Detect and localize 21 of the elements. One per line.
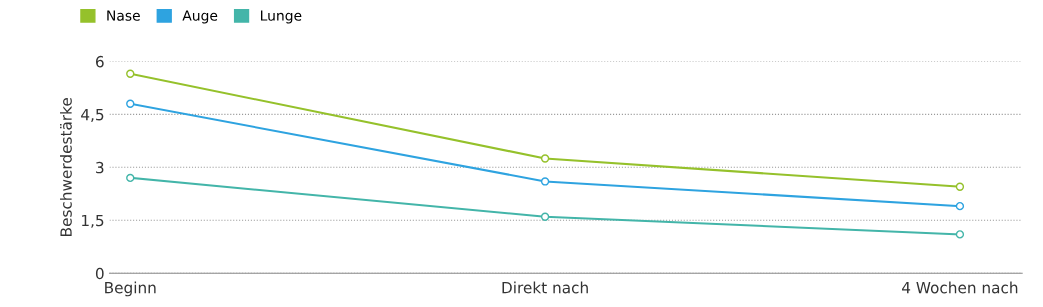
legend-label: Nase bbox=[107, 10, 140, 21]
point bbox=[955, 201, 965, 211]
x-tick-label: 4 Wochen nach bbox=[902, 281, 1018, 294]
point bbox=[955, 182, 965, 191]
y-axis-title: Beschwerdestärke bbox=[60, 98, 72, 236]
legend-label: Auge bbox=[182, 10, 218, 24]
point bbox=[126, 99, 135, 108]
point bbox=[540, 212, 550, 221]
point bbox=[126, 69, 135, 78]
point bbox=[955, 230, 965, 239]
y-tick-label: 1,5 bbox=[82, 214, 104, 228]
point bbox=[540, 177, 550, 186]
y-tick-label: 6 bbox=[96, 55, 104, 68]
x-tick-label: Direkt nach bbox=[502, 281, 588, 294]
point bbox=[126, 173, 135, 183]
y-tick-label: 3 bbox=[96, 161, 104, 174]
point bbox=[540, 154, 550, 163]
x-tick-label: Beginn bbox=[105, 281, 156, 297]
y-tick-label: 4,5 bbox=[81, 109, 104, 122]
legend-label: Lunge bbox=[260, 10, 302, 24]
y-tick-label: 0 bbox=[95, 267, 104, 280]
